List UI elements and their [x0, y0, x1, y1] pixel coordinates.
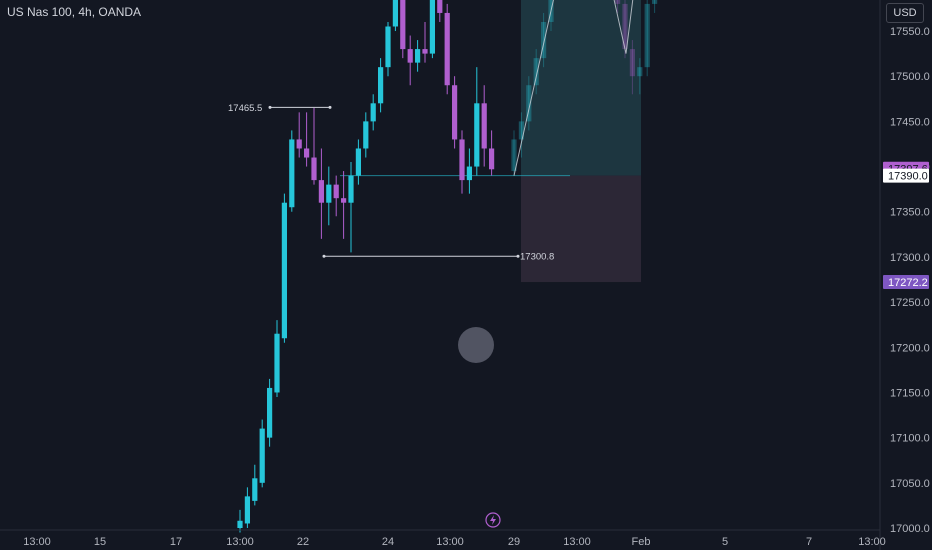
time-tick-label: 13:00: [23, 536, 51, 548]
candle-body: [348, 175, 354, 203]
candle-body: [459, 139, 465, 181]
price-tag-label: 17272.2: [888, 277, 928, 289]
price-tag-label: 17390.0: [888, 171, 928, 183]
candle-body: [274, 333, 280, 393]
time-tick-label: 17: [170, 536, 182, 548]
candle-body: [244, 496, 250, 524]
candle-body: [341, 198, 347, 203]
candle-body: [437, 0, 443, 13]
price-tick-label: 17450.0: [890, 116, 930, 128]
position-zones: [340, 0, 641, 283]
candle-body: [637, 67, 643, 77]
price-tick-label: 17000.0: [890, 523, 930, 535]
candle-body: [629, 49, 635, 77]
price-tick-label: 17200.0: [890, 342, 930, 354]
candle-body: [326, 184, 332, 203]
candle-body: [415, 49, 421, 63]
candle-body: [289, 139, 295, 208]
candle-body: [526, 85, 532, 122]
candle-body: [318, 180, 324, 203]
projection-path: [513, 0, 634, 176]
level-label: 17300.8: [520, 252, 554, 263]
price-tick-label: 17500.0: [890, 71, 930, 83]
price-axis: 17000.0 17050.0 17100.0 17150.0 17200.0 17250…: [879, 0, 930, 550]
time-tick-label: 22: [297, 536, 309, 548]
price-tick-label: 17300.0: [890, 252, 930, 264]
candle-body: [474, 103, 480, 167]
price-tag: [883, 275, 929, 290]
currency-selector[interactable]: USD: [886, 3, 924, 23]
candle-body: [333, 184, 339, 199]
candle-body: [392, 0, 398, 27]
price-tag: [883, 168, 929, 183]
price-tick-label: 17250.0: [890, 297, 930, 309]
candle-body: [267, 387, 273, 438]
time-tick-label: 13:00: [226, 536, 254, 548]
time-tick-label: Feb: [632, 536, 651, 548]
candle-body: [311, 157, 317, 181]
time-tick-label: 29: [508, 536, 520, 548]
candle-body: [378, 67, 384, 104]
candle-body: [622, 3, 628, 50]
candle-body: [518, 121, 524, 140]
time-tick-label: 5: [722, 536, 728, 548]
candle-body: [355, 148, 361, 176]
candle-body: [407, 49, 413, 63]
time-tick-label: 15: [94, 536, 106, 548]
candle-body: [466, 166, 472, 181]
candle-body: [304, 148, 310, 158]
level-dot: [268, 105, 272, 109]
level-dot: [328, 105, 332, 109]
candle-body: [400, 0, 406, 50]
candle-body: [489, 148, 495, 170]
highlight-circle: [458, 327, 494, 363]
lightning-icon: [485, 512, 501, 528]
candle-body: [615, 0, 621, 4]
candle-body: [541, 21, 547, 59]
time-tick-label: 13:00: [436, 536, 464, 548]
projection-layer: [511, 0, 658, 176]
price-tick-label: 17050.0: [890, 478, 930, 490]
price-tick-label: 17100.0: [890, 433, 930, 445]
symbol-title: US Nas 100, 4h, OANDA: [7, 5, 142, 19]
candles-layer: [237, 0, 495, 533]
level-label: 17465.5: [228, 103, 262, 114]
candle-body: [652, 0, 658, 4]
candle-body: [429, 0, 435, 54]
level-dot: [322, 254, 326, 258]
time-axis: 13:00 15 17 13:00 22 24 13:00 29 13:00 Feb 5 7 13:00: [0, 512, 886, 548]
candle-body: [422, 49, 428, 54]
level-dot: [516, 254, 520, 258]
candle-body: [281, 202, 287, 339]
candle-body: [481, 103, 487, 149]
time-tick-label: 13:00: [858, 536, 886, 548]
candle-body: [259, 428, 265, 483]
candle-body: [252, 478, 258, 501]
time-tick-label: 13:00: [563, 536, 591, 548]
candle-body: [363, 121, 369, 149]
candle-body: [444, 12, 450, 86]
candle-body: [370, 103, 376, 122]
candle-body: [385, 26, 391, 68]
time-tick-label: 7: [806, 536, 812, 548]
lightning-icon: [490, 515, 496, 525]
stop-zone: [521, 175, 641, 283]
candle-body: [237, 520, 243, 528]
price-tick-label: 17350.0: [890, 207, 930, 219]
time-tick-label: 24: [382, 536, 394, 548]
candle-body: [644, 3, 650, 68]
candle-body: [296, 139, 302, 149]
candle-body: [452, 85, 458, 140]
price-tick-label: 17550.0: [890, 26, 930, 38]
price-tick-label: 17150.0: [890, 387, 930, 399]
candle-body: [511, 139, 517, 172]
candle-body: [533, 58, 539, 86]
